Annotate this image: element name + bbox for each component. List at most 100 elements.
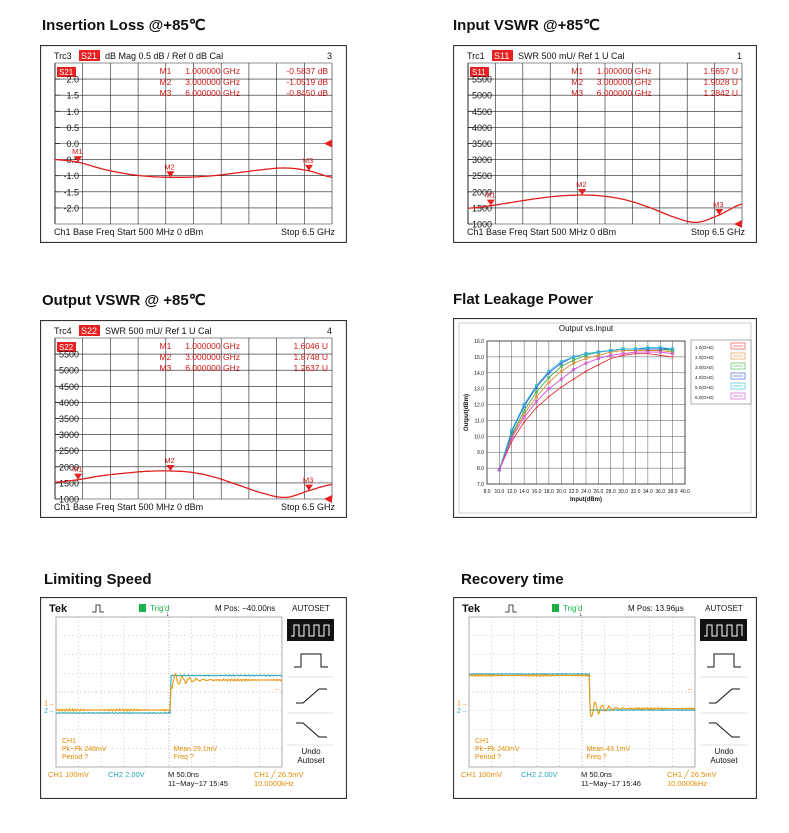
x-tick-label: 22.0 — [569, 489, 579, 495]
marker-triangle — [166, 171, 175, 178]
m-position: M Pos: 13.96µs — [628, 604, 684, 613]
param-badge — [492, 50, 513, 61]
x-tick-label: 10.0 — [495, 489, 505, 495]
legend-swatch — [730, 382, 746, 390]
y-tick-label: 5000 — [59, 366, 79, 376]
marker-label: M3 — [160, 363, 172, 373]
series-point — [522, 415, 526, 419]
marker-tag: M2 — [164, 162, 174, 171]
time-scale: M 50.0ns — [581, 770, 612, 779]
m-position: M Pos: −40.00ns — [215, 604, 275, 613]
y-tick-label: 15.0 — [474, 355, 484, 361]
scale-label: SWR 500 mU/ Ref 1 U Cal — [105, 326, 212, 336]
undo-autoset-label: Autoset — [710, 756, 738, 765]
series-point — [596, 356, 600, 360]
series-line — [498, 346, 673, 470]
series-point — [572, 368, 576, 372]
legend-label: 5.0(GHz) — [695, 385, 714, 390]
marker-triangle — [74, 473, 83, 480]
series-point — [572, 355, 576, 359]
chart-title: Output vs.Input — [559, 324, 614, 333]
marker-value: 1.2842 U — [704, 88, 739, 98]
series-point — [510, 436, 514, 440]
legend-swatch — [730, 392, 746, 400]
series-line — [498, 353, 673, 470]
time-scale: M 50.0ns — [168, 770, 199, 779]
marker-value: 1.8748 U — [294, 352, 329, 362]
marker-tag: M1 — [485, 191, 495, 200]
series-point — [646, 350, 650, 354]
y-tick-label: 1.5 — [66, 91, 79, 101]
ch1-marker: 1→ — [44, 701, 55, 708]
marker-label: M2 — [160, 77, 172, 87]
marker-triangle — [74, 156, 83, 163]
series-point — [559, 360, 563, 364]
trigger-status: Trig'd — [150, 604, 169, 613]
y-tick-label: 1500 — [59, 478, 79, 488]
x-tick-label: 32.0 — [631, 489, 641, 495]
measurement-left: CH1 — [475, 738, 489, 745]
x-tick-label: 14.0 — [519, 489, 529, 495]
series-point — [535, 390, 539, 394]
footer-stop: Stop 6.5 GHz — [281, 502, 336, 512]
series-line — [498, 351, 673, 470]
trigger-pulse-icon — [92, 604, 104, 613]
series-point: + — [634, 352, 637, 358]
footer-stop: Stop 6.5 GHz — [691, 227, 746, 237]
ch2-scale: CH2 2.00V — [521, 770, 558, 779]
trigger-info: CH1 ╱ 26.5mV — [254, 769, 304, 779]
marker-label: M1 — [571, 66, 583, 76]
y-tick-label: -1.5 — [63, 187, 79, 197]
marker-freq: 6.000000 GHz — [185, 363, 240, 373]
marker-value: -0.8450 dB — [286, 88, 328, 98]
channel-number: 1 — [737, 51, 742, 61]
param-badge-small — [57, 67, 76, 77]
series-point — [535, 395, 539, 399]
y-tick-label: 3500 — [59, 414, 79, 424]
falling-edge-icon — [296, 722, 327, 738]
y-tick-label: 0.5 — [66, 123, 79, 133]
y-tick-label: 5500 — [59, 350, 79, 360]
legend-label: 3.0(GHz) — [695, 365, 714, 370]
undo-autoset-label: Autoset — [297, 756, 325, 765]
series-point — [646, 345, 650, 349]
trigger-status-icon — [139, 604, 146, 612]
reference-arrow — [734, 220, 742, 228]
y-tick-label: 2000 — [59, 462, 79, 472]
x-tick-label: 26.0 — [594, 489, 604, 495]
measurement-left: Period ? — [475, 754, 501, 761]
series-point: + — [671, 355, 674, 361]
x-tick-label: 8.0 — [484, 489, 491, 495]
measurement-left: Period ? — [62, 754, 88, 761]
y-tick-label: 8.0 — [477, 466, 484, 472]
undo-autoset-button: Undo — [714, 747, 734, 756]
series-point — [609, 349, 613, 353]
legend-swatch — [730, 352, 746, 360]
trigger-status-icon — [552, 604, 559, 612]
y-tick-label: 1500 — [472, 203, 492, 213]
y-tick-label: 1.0 — [66, 107, 79, 117]
marker-tag: M2 — [576, 180, 586, 189]
y-tick-label: -1.0 — [63, 171, 79, 181]
series-point — [522, 403, 526, 407]
series-point — [609, 353, 613, 357]
x-axis-label: Input(dBm) — [570, 497, 602, 503]
series-point — [535, 383, 539, 387]
series-point: + — [547, 395, 550, 401]
measurement-left: Pk−Pk 240mV — [475, 746, 520, 753]
insertion-loss-title: Insertion Loss @+85℃ — [42, 17, 206, 34]
x-tick-label: 20.0 — [556, 489, 566, 495]
input-vswr-title: Input VSWR @+85℃ — [453, 17, 600, 34]
y-tick-label: 14.0 — [474, 371, 484, 377]
input-vswr-chart: Trc1 S11 SWR 500 mU/ Ref 1 U Cal 1 M1 1.00000… — [453, 45, 757, 243]
trace-S22 — [54, 470, 333, 499]
square-wave-icon — [291, 624, 330, 637]
marker-freq: 3.000000 GHz — [597, 77, 652, 87]
series-point — [596, 350, 600, 354]
marker-triangle — [578, 189, 587, 196]
series-point — [658, 345, 662, 349]
marker-value: 1.6046 U — [294, 341, 329, 351]
y-tick-label: 7.0 — [477, 482, 484, 488]
series-point — [559, 377, 563, 381]
param-badge-small — [57, 342, 76, 352]
